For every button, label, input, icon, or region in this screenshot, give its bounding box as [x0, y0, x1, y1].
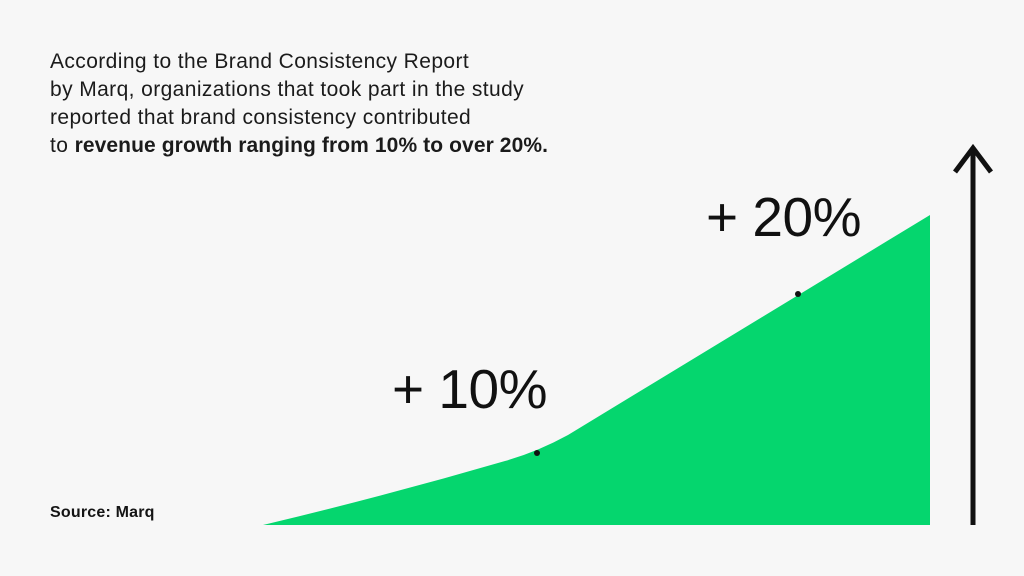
data-point-dot-20 [795, 291, 801, 297]
headline-line-2: by Marq, organizations that took part in… [50, 78, 525, 101]
annotation-plus-20: + 20% [706, 186, 861, 248]
annotation-plus-10: + 10% [392, 358, 547, 420]
headline-line-4-bold: revenue growth ranging from 10% to over … [74, 134, 549, 157]
headline-line-3: reported that brand consistency contribu… [50, 106, 472, 129]
headline: According to the Brand Consistency Repor… [50, 48, 548, 160]
headline-line-4-prefix: to [50, 134, 75, 157]
headline-line-1: According to the Brand Consistency Repor… [50, 50, 470, 73]
source-note: Source: Marq [50, 504, 155, 521]
data-point-dot-10 [534, 450, 540, 456]
growth-area-shape [263, 215, 930, 525]
up-arrow-head [953, 143, 993, 174]
headline-line-4: to revenue growth ranging from 10% to ov… [50, 132, 548, 160]
